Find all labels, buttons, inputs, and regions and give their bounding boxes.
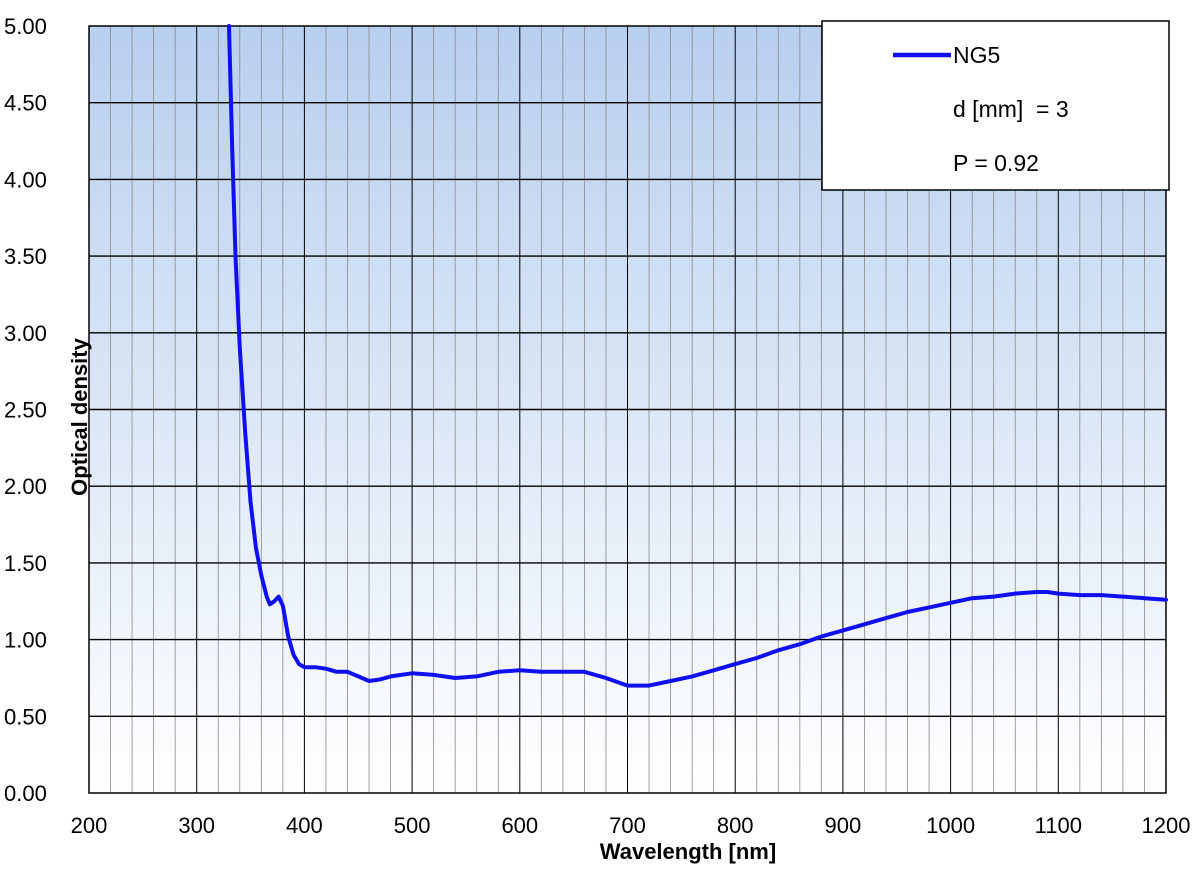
- x-tick-label: 600: [501, 813, 538, 838]
- x-tick-label: 300: [178, 813, 215, 838]
- x-tick-labels: 200 300 400 500 600 700 800 900 1000 1100 1200: [71, 813, 1191, 838]
- y-tick-label: 2.50: [4, 398, 47, 423]
- x-tick-label: 400: [286, 813, 323, 838]
- legend-box: [821, 20, 1170, 191]
- legend: NG5 d [mm] = 3 P = 0.92: [821, 20, 1170, 191]
- y-tick-label: 0.00: [4, 781, 47, 806]
- y-tick-label: 4.50: [4, 91, 47, 116]
- y-tick-label: 1.50: [4, 551, 47, 576]
- legend-thickness-label: d [mm] = 3: [953, 96, 1069, 122]
- x-axis-title: Wavelength [nm]: [600, 839, 776, 864]
- y-tick-label: 5.00: [4, 14, 47, 39]
- series-line-ng5: [227, 24, 1168, 688]
- x-tick-label: 700: [609, 813, 646, 838]
- series-layer: [227, 24, 1168, 688]
- x-tick-label: 200: [71, 813, 108, 838]
- x-tick-label: 1200: [1142, 813, 1191, 838]
- x-tick-label: 900: [825, 813, 862, 838]
- y-tick-label: 4.00: [4, 167, 47, 192]
- y-tick-label: 1.00: [4, 628, 47, 653]
- plot-frame: [88, 25, 1167, 794]
- x-tick-label: 800: [717, 813, 754, 838]
- legend-p-label: P = 0.92: [953, 150, 1039, 176]
- y-tick-label: 3.50: [4, 244, 47, 269]
- y-tick-label: 3.00: [4, 321, 47, 346]
- x-tick-label: 1100: [1035, 813, 1082, 838]
- y-tick-label: 2.00: [4, 474, 47, 499]
- y-tick-labels: 0.00 0.50 1.00 1.50 2.00 2.50 3.00 3.50 4.00 4.50…: [4, 14, 47, 806]
- x-tick-label: 500: [394, 813, 431, 838]
- legend-series-label: NG5: [953, 42, 1000, 68]
- y-axis-title: Optical density: [67, 337, 92, 495]
- y-tick-label: 0.50: [4, 704, 47, 729]
- x-tick-label: 1000: [926, 813, 975, 838]
